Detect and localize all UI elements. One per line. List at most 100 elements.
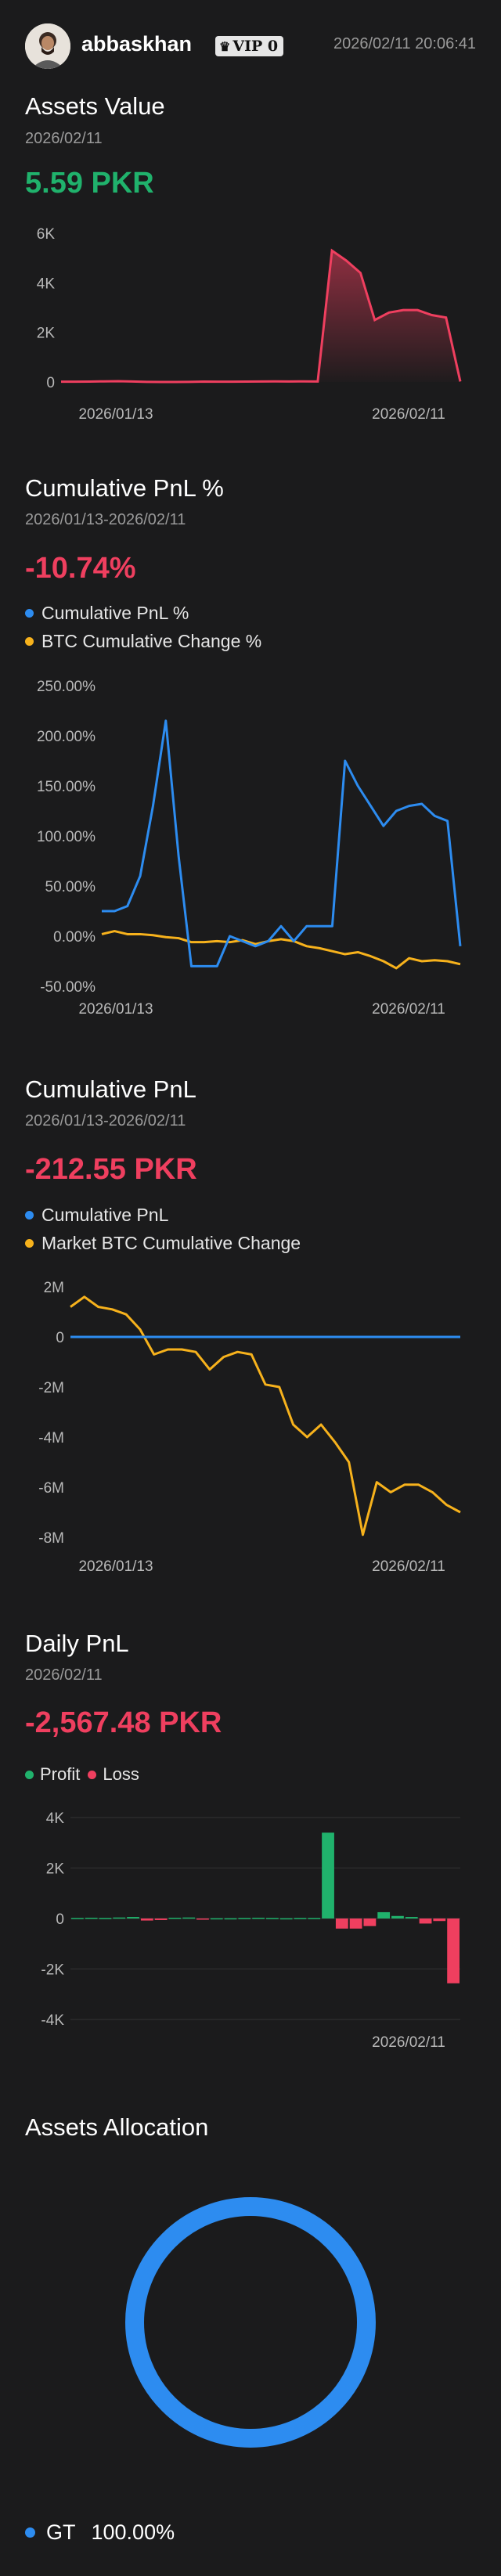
profit-bar bbox=[405, 1917, 418, 1918]
legend-loss: Loss bbox=[88, 1764, 139, 1785]
loss-bar bbox=[140, 1918, 153, 1921]
allocation-slice bbox=[125, 2197, 376, 2448]
legend-label: Profit bbox=[40, 1764, 81, 1784]
daily-pnl-date: 2026/02/11 bbox=[25, 1666, 103, 1684]
profit-bar bbox=[294, 1918, 307, 1919]
y-tick-label: 0 bbox=[46, 375, 55, 391]
assets-allocation-title: Assets Allocation bbox=[25, 2113, 209, 2141]
x-tick-label: 2026/01/13 bbox=[78, 1001, 153, 1018]
loss-bar bbox=[447, 1918, 460, 1983]
y-tick-label: -6M bbox=[38, 1480, 64, 1497]
cum-pnl-title: Cumulative PnL bbox=[25, 1075, 196, 1103]
profit-bar bbox=[377, 1911, 391, 1918]
legend-dot-yellow bbox=[25, 1239, 34, 1248]
y-tick-label: 4K bbox=[37, 276, 56, 292]
cum-pnl-value: -212.55 PKR bbox=[25, 1153, 197, 1186]
profit-bar bbox=[113, 1917, 126, 1919]
allocation-asset-percent: 100.00% bbox=[91, 2520, 175, 2544]
y-tick-label: 6K bbox=[37, 226, 56, 243]
profit-bar bbox=[182, 1917, 196, 1919]
profit-bar bbox=[99, 1918, 112, 1919]
profit-bar bbox=[168, 1918, 182, 1919]
y-tick-label: -2K bbox=[41, 1962, 64, 1979]
loss-bar bbox=[419, 1918, 432, 1924]
legend-btc-change-pct: BTC Cumulative Change % bbox=[25, 631, 261, 652]
loss-bar bbox=[433, 1918, 446, 1922]
allocation-legend: GT 100.00% bbox=[25, 2520, 175, 2545]
y-tick-label: -4K bbox=[41, 2012, 64, 2029]
assets-allocation-donut bbox=[125, 2197, 376, 2448]
y-tick-label: -2M bbox=[38, 1380, 64, 1396]
profit-bar bbox=[252, 1918, 265, 1919]
legend-dot-green bbox=[25, 1770, 34, 1779]
profit-bar bbox=[127, 1917, 139, 1918]
profit-bar bbox=[266, 1918, 279, 1919]
legend-label: BTC Cumulative Change % bbox=[41, 631, 262, 651]
assets-value-line bbox=[60, 248, 462, 384]
profit-bar bbox=[322, 1832, 334, 1918]
daily-pnl-chart: 4K 2K 0 -2K -4K 2026/02/11 bbox=[41, 1810, 460, 2051]
profit-bar bbox=[210, 1918, 223, 1920]
y-tick-label: 100.00% bbox=[37, 829, 96, 845]
avatar-image bbox=[25, 23, 70, 69]
timestamp: 2026/02/11 20:06:41 bbox=[333, 35, 476, 52]
legend-dot-blue bbox=[25, 609, 34, 618]
y-tick-label: 250.00% bbox=[37, 679, 96, 695]
x-tick-label: 2026/02/11 bbox=[372, 1001, 445, 1018]
legend-profit: Profit bbox=[25, 1764, 80, 1785]
profit-bar bbox=[71, 1918, 84, 1919]
crown-icon: ♛ bbox=[219, 38, 231, 54]
y-tick-label: 0 bbox=[56, 1911, 64, 1928]
allocation-asset-label: GT bbox=[46, 2520, 76, 2544]
legend-label: Cumulative PnL bbox=[41, 1205, 169, 1225]
x-tick-label: 2026/02/11 bbox=[372, 1558, 445, 1575]
legend-market-btc-change: Market BTC Cumulative Change bbox=[25, 1233, 301, 1254]
y-tick-label: 0.00% bbox=[53, 929, 96, 946]
y-tick-label: 200.00% bbox=[37, 729, 96, 745]
daily-pnl-title: Daily PnL bbox=[25, 1630, 129, 1657]
y-tick-label: -4M bbox=[38, 1430, 64, 1447]
cum-pnl-pct-date-range: 2026/01/13-2026/02/11 bbox=[25, 511, 186, 528]
cum-pnl-date-range: 2026/01/13-2026/02/11 bbox=[25, 1112, 186, 1129]
legend-cum-pnl-pct: Cumulative PnL % bbox=[25, 603, 189, 624]
cum-pnl-pct-chart: 250.00% 200.00% 150.00% 100.00% 50.00% 0.00% -… bbox=[37, 679, 462, 1018]
x-tick-label: 2026/01/13 bbox=[78, 406, 153, 423]
assets-value-area bbox=[61, 250, 460, 382]
username: abbaskhan bbox=[81, 32, 193, 56]
loss-bar bbox=[363, 1918, 377, 1926]
cum-pnl-pct-title: Cumulative PnL % bbox=[25, 474, 224, 502]
market-btc-change-line bbox=[70, 1295, 461, 1537]
loss-bar bbox=[196, 1918, 209, 1920]
legend-dot-blue bbox=[25, 2527, 35, 2538]
legend-dot-yellow bbox=[25, 637, 34, 646]
y-tick-label: -50.00% bbox=[40, 979, 96, 996]
y-tick-label: 0 bbox=[56, 1330, 64, 1346]
profit-bar bbox=[279, 1918, 293, 1920]
legend-label: Market BTC Cumulative Change bbox=[41, 1233, 301, 1253]
daily-pnl-legend: Profit Loss bbox=[25, 1764, 139, 1785]
profit-bar bbox=[224, 1918, 237, 1920]
y-tick-label: 2M bbox=[44, 1280, 64, 1296]
loss-bar bbox=[349, 1918, 362, 1929]
x-tick-label: 2026/01/13 bbox=[78, 1558, 153, 1575]
assets-value-chart: 6K 4K 2K 0 2026/01/13 2026/02/11 bbox=[37, 226, 462, 423]
header: abbaskhan ♛ VIP 0 2026/02/11 20:06:41 bbox=[0, 0, 501, 94]
assets-value-date: 2026/02/11 bbox=[25, 130, 103, 147]
y-tick-label: 50.00% bbox=[45, 879, 96, 895]
assets-value-amount: 5.59 PKR bbox=[25, 167, 154, 200]
daily-pnl-value: -2,567.48 PKR bbox=[25, 1706, 222, 1739]
legend-label: Cumulative PnL % bbox=[41, 603, 189, 623]
profit-bar bbox=[238, 1918, 251, 1919]
y-tick-label: 4K bbox=[46, 1810, 65, 1827]
cum-pnl-pct-line bbox=[102, 719, 462, 967]
cum-pnl-pct-value: -10.74% bbox=[25, 552, 136, 585]
vip-badge[interactable]: ♛ VIP 0 bbox=[215, 36, 284, 56]
profit-bar bbox=[391, 1915, 404, 1918]
assets-value-title: Assets Value bbox=[25, 92, 165, 120]
x-tick-label: 2026/02/11 bbox=[372, 2034, 445, 2051]
loss-bar bbox=[154, 1918, 168, 1920]
avatar[interactable] bbox=[25, 23, 70, 69]
loss-bar bbox=[335, 1918, 348, 1929]
legend-dot-red bbox=[88, 1770, 97, 1779]
profit-bar bbox=[308, 1918, 321, 1919]
